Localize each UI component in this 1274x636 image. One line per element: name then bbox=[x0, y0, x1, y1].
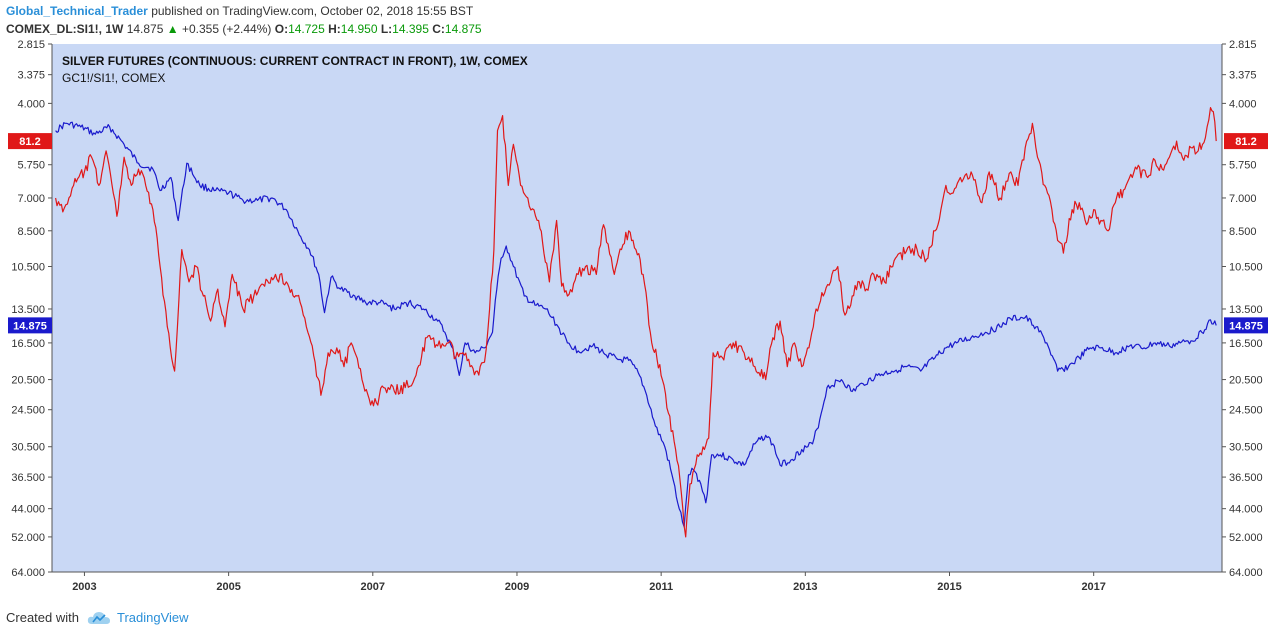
y-tick-right-label: 24.500 bbox=[1229, 405, 1263, 417]
chart-title: SILVER FUTURES (CONTINUOUS: CURRENT CONT… bbox=[62, 54, 528, 68]
publish-info: Global_Technical_Trader published on Tra… bbox=[6, 4, 473, 18]
open-value: 14.725 bbox=[288, 22, 325, 36]
x-tick-label: 2011 bbox=[649, 581, 673, 593]
y-tick-left-label: 10.500 bbox=[11, 261, 45, 273]
x-tick-label: 2005 bbox=[216, 581, 240, 593]
last-price: 14.875 bbox=[126, 22, 164, 36]
plot-area[interactable] bbox=[52, 44, 1222, 572]
y-tick-left-label: 64.000 bbox=[11, 567, 45, 579]
last-value-badge-right bbox=[1224, 133, 1268, 150]
cloud-logo-icon bbox=[87, 611, 110, 624]
y-tick-right-label: 52.000 bbox=[1229, 532, 1263, 544]
y-tick-right-label: 4.000 bbox=[1229, 98, 1257, 110]
last-value-label-right: 81.2 bbox=[1235, 136, 1256, 148]
last-value-label-left: 81.2 bbox=[19, 136, 40, 148]
series-lines bbox=[55, 107, 1217, 538]
x-tick-label: 2009 bbox=[505, 581, 529, 593]
y-tick-left-label: 3.375 bbox=[17, 70, 45, 82]
y-tick-left-label: 13.500 bbox=[11, 304, 45, 316]
y-tick-right-label: 2.815 bbox=[1229, 39, 1257, 51]
y-tick-right-label: 13.500 bbox=[1229, 304, 1263, 316]
x-tick-label: 2017 bbox=[1081, 581, 1105, 593]
y-tick-left-label: 2.815 bbox=[17, 39, 45, 51]
high-label: H: bbox=[328, 22, 341, 36]
chart-subtitle: GC1!/SI1!, COMEX bbox=[62, 71, 165, 85]
y-tick-left-label: 16.500 bbox=[11, 338, 45, 350]
y-tick-right-label: 5.750 bbox=[1229, 160, 1257, 172]
close-label: C: bbox=[432, 22, 445, 36]
symbol-info: COMEX_DL:SI1!, 1W 14.875 ▲ +0.355 (+2.44… bbox=[6, 22, 482, 36]
high-value: 14.950 bbox=[340, 22, 378, 36]
y-tick-left-label: 8.500 bbox=[17, 226, 45, 238]
chart-header: Global_Technical_Trader published on Tra… bbox=[0, 0, 1274, 44]
y-tick-left-label: 20.500 bbox=[11, 375, 45, 387]
y-tick-right-label: 3.375 bbox=[1229, 70, 1257, 82]
y-tick-left-label: 52.000 bbox=[11, 532, 45, 544]
last-value-labels: 14.875 14.875 81.2 81.2 bbox=[8, 133, 1268, 334]
x-tick-label: 2007 bbox=[361, 581, 385, 593]
created-with-text: Created with bbox=[6, 610, 79, 625]
low-value: 14.395 bbox=[392, 22, 429, 36]
last-value-badge-left bbox=[8, 133, 52, 150]
axis-ticks: 2.815 2.815 3.375 3.375 4.000 4.000 5.750 5.750… bbox=[11, 39, 1262, 593]
close-value: 14.875 bbox=[444, 22, 482, 36]
author-link[interactable]: Global_Technical_Trader bbox=[6, 4, 148, 18]
y-tick-left-label: 5.750 bbox=[17, 160, 45, 172]
y-tick-left-label: 44.000 bbox=[11, 504, 45, 516]
y-tick-left-label: 30.500 bbox=[11, 442, 45, 454]
footer: Created with TradingView bbox=[6, 610, 189, 625]
last-value-badge-left bbox=[8, 317, 52, 334]
open-label: O: bbox=[274, 22, 289, 36]
up-arrow-icon: ▲ bbox=[166, 22, 179, 36]
published-text: published on TradingView.com, October 02… bbox=[151, 4, 474, 18]
last-value-label-right: 14.875 bbox=[1229, 320, 1263, 332]
y-tick-right-label: 7.000 bbox=[1229, 193, 1257, 205]
y-tick-left-label: 4.000 bbox=[17, 98, 45, 110]
y-tick-left-label: 7.000 bbox=[17, 193, 45, 205]
y-tick-right-label: 30.500 bbox=[1229, 442, 1263, 454]
series-line-1 bbox=[55, 107, 1217, 538]
y-tick-right-label: 44.000 bbox=[1229, 504, 1263, 516]
y-tick-right-label: 16.500 bbox=[1229, 338, 1263, 350]
y-tick-right-label: 64.000 bbox=[1229, 567, 1263, 579]
low-label: L: bbox=[380, 22, 393, 36]
tradingview-link[interactable]: TradingView bbox=[116, 610, 189, 625]
x-tick-label: 2013 bbox=[793, 581, 817, 593]
last-value-label-left: 14.875 bbox=[13, 320, 47, 332]
y-tick-right-label: 8.500 bbox=[1229, 226, 1257, 238]
y-tick-right-label: 36.500 bbox=[1229, 472, 1263, 484]
price-change: +0.355 (+2.44%) bbox=[181, 22, 272, 36]
y-tick-right-label: 20.500 bbox=[1229, 375, 1263, 387]
x-tick-label: 2003 bbox=[72, 581, 96, 593]
price-chart[interactable]: 2.815 2.815 3.375 3.375 4.000 4.000 5.750 5.750… bbox=[0, 0, 1274, 610]
x-tick-label: 2015 bbox=[937, 581, 961, 593]
last-value-badge-right bbox=[1224, 317, 1268, 334]
y-tick-left-label: 24.500 bbox=[11, 405, 45, 417]
y-tick-right-label: 10.500 bbox=[1229, 261, 1263, 273]
symbol-name: COMEX_DL:SI1!, 1W bbox=[6, 22, 124, 36]
series-line-0 bbox=[55, 121, 1217, 528]
y-tick-left-label: 36.500 bbox=[11, 472, 45, 484]
